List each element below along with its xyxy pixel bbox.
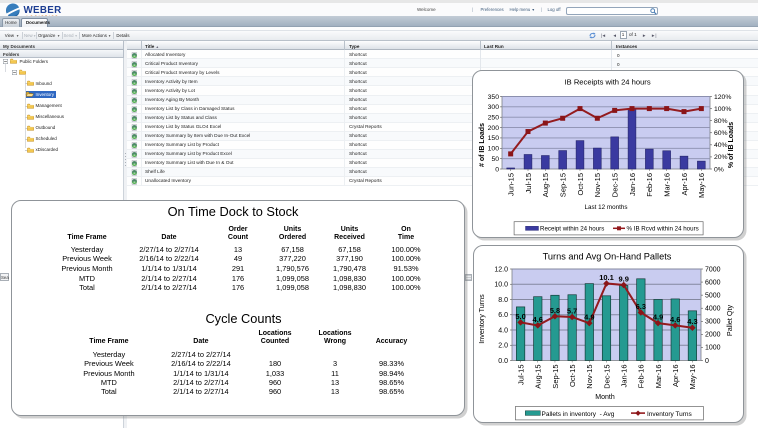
svg-text:Jan-16: Jan-16	[619, 364, 628, 387]
svg-text:May-16: May-16	[688, 364, 697, 389]
svg-text:6.3: 6.3	[636, 301, 646, 310]
svg-text:100: 100	[488, 145, 500, 152]
svg-text:20%: 20%	[714, 154, 728, 161]
svg-text:9.9: 9.9	[618, 274, 628, 283]
svg-text:250: 250	[488, 114, 500, 121]
svg-text:100%: 100%	[714, 105, 731, 112]
svg-text:Sep-15: Sep-15	[551, 364, 560, 388]
svg-text:Inventory Turns: Inventory Turns	[647, 410, 693, 417]
svg-text:350: 350	[488, 93, 500, 100]
svg-text:2000: 2000	[705, 331, 721, 338]
svg-text:6.0: 6.0	[498, 312, 508, 319]
svg-text:Feb-16: Feb-16	[645, 173, 654, 197]
svg-text:4.9: 4.9	[653, 312, 663, 321]
svg-text:50: 50	[491, 155, 499, 162]
svg-text:Apr-16: Apr-16	[680, 173, 689, 196]
svg-text:Inventory Turns: Inventory Turns	[477, 293, 486, 343]
svg-text:Oct-15: Oct-15	[568, 364, 577, 387]
svg-text:Last 12 months: Last 12 months	[584, 204, 627, 211]
svg-text:% of IB Loads: % of IB Loads	[728, 121, 735, 167]
svg-text:0: 0	[705, 357, 709, 364]
svg-text:Pallet Qty: Pallet Qty	[725, 304, 734, 336]
svg-text:Turns and Avg On-Hand Pallets: Turns and Avg On-Hand Pallets	[543, 251, 672, 261]
svg-text:Nov-15: Nov-15	[585, 364, 594, 388]
svg-text:5.0: 5.0	[515, 311, 525, 320]
svg-text:7000: 7000	[705, 266, 721, 273]
svg-text:Aug-15: Aug-15	[534, 364, 543, 388]
svg-text:Dec-15: Dec-15	[610, 173, 619, 197]
svg-text:0%: 0%	[714, 166, 724, 173]
svg-text:Mar-16: Mar-16	[662, 173, 671, 197]
svg-text:10.1: 10.1	[599, 272, 614, 281]
svg-text:Apr-16: Apr-16	[671, 364, 680, 387]
svg-text:May-16: May-16	[697, 173, 706, 198]
svg-text:IB Receipts with 24 hours: IB Receipts with 24 hours	[565, 77, 651, 86]
svg-text:Receipt within 24 hours: Receipt within 24 hours	[540, 225, 604, 232]
svg-text:# of IB Loads: # of IB Loads	[479, 122, 486, 166]
svg-text:120%: 120%	[714, 93, 731, 100]
svg-text:4.0: 4.0	[498, 327, 508, 334]
svg-text:Feb-16: Feb-16	[637, 364, 646, 388]
svg-text:10.0: 10.0	[494, 281, 508, 288]
svg-text:4.6: 4.6	[670, 314, 680, 323]
svg-text:4.9: 4.9	[584, 312, 594, 321]
svg-text:4000: 4000	[705, 305, 721, 312]
svg-text:5.8: 5.8	[550, 305, 560, 314]
svg-text:Nov-15: Nov-15	[593, 173, 602, 197]
svg-text:5000: 5000	[705, 292, 721, 299]
svg-text:Aug-15: Aug-15	[541, 173, 550, 197]
svg-text:2.0: 2.0	[498, 342, 508, 349]
svg-text:150: 150	[488, 135, 500, 142]
svg-text:0.0: 0.0	[498, 357, 508, 364]
svg-text:8.0: 8.0	[498, 296, 508, 303]
svg-text:3000: 3000	[705, 318, 721, 325]
svg-text:Pallets in inventory - Avg: Pallets in inventory - Avg	[542, 410, 615, 417]
svg-text:4.3: 4.3	[687, 317, 697, 326]
svg-text:60%: 60%	[714, 130, 728, 137]
svg-text:Jul-15: Jul-15	[524, 173, 533, 193]
svg-text:Dec-15: Dec-15	[602, 364, 611, 388]
svg-text:12.0: 12.0	[494, 266, 508, 273]
svg-text:Mar-16: Mar-16	[654, 364, 663, 388]
svg-text:Month: Month	[595, 394, 615, 401]
svg-text:200: 200	[488, 124, 500, 131]
svg-text:Oct-15: Oct-15	[576, 173, 585, 196]
svg-text:5.7: 5.7	[567, 306, 577, 315]
svg-text:Jul-15: Jul-15	[516, 364, 525, 384]
svg-text:4.6: 4.6	[533, 314, 543, 323]
svg-text:40%: 40%	[714, 142, 728, 149]
svg-text:Jan-16: Jan-16	[628, 173, 637, 196]
svg-text:0: 0	[495, 166, 499, 173]
svg-text:Sep-15: Sep-15	[558, 173, 567, 197]
svg-text:80%: 80%	[714, 117, 728, 124]
svg-text:300: 300	[488, 104, 500, 111]
svg-text:1000: 1000	[705, 344, 721, 351]
svg-text:% IB Rcvd within 24 hours: % IB Rcvd within 24 hours	[627, 225, 699, 232]
svg-text:6000: 6000	[705, 279, 721, 286]
svg-text:Jun-15: Jun-15	[506, 173, 515, 196]
